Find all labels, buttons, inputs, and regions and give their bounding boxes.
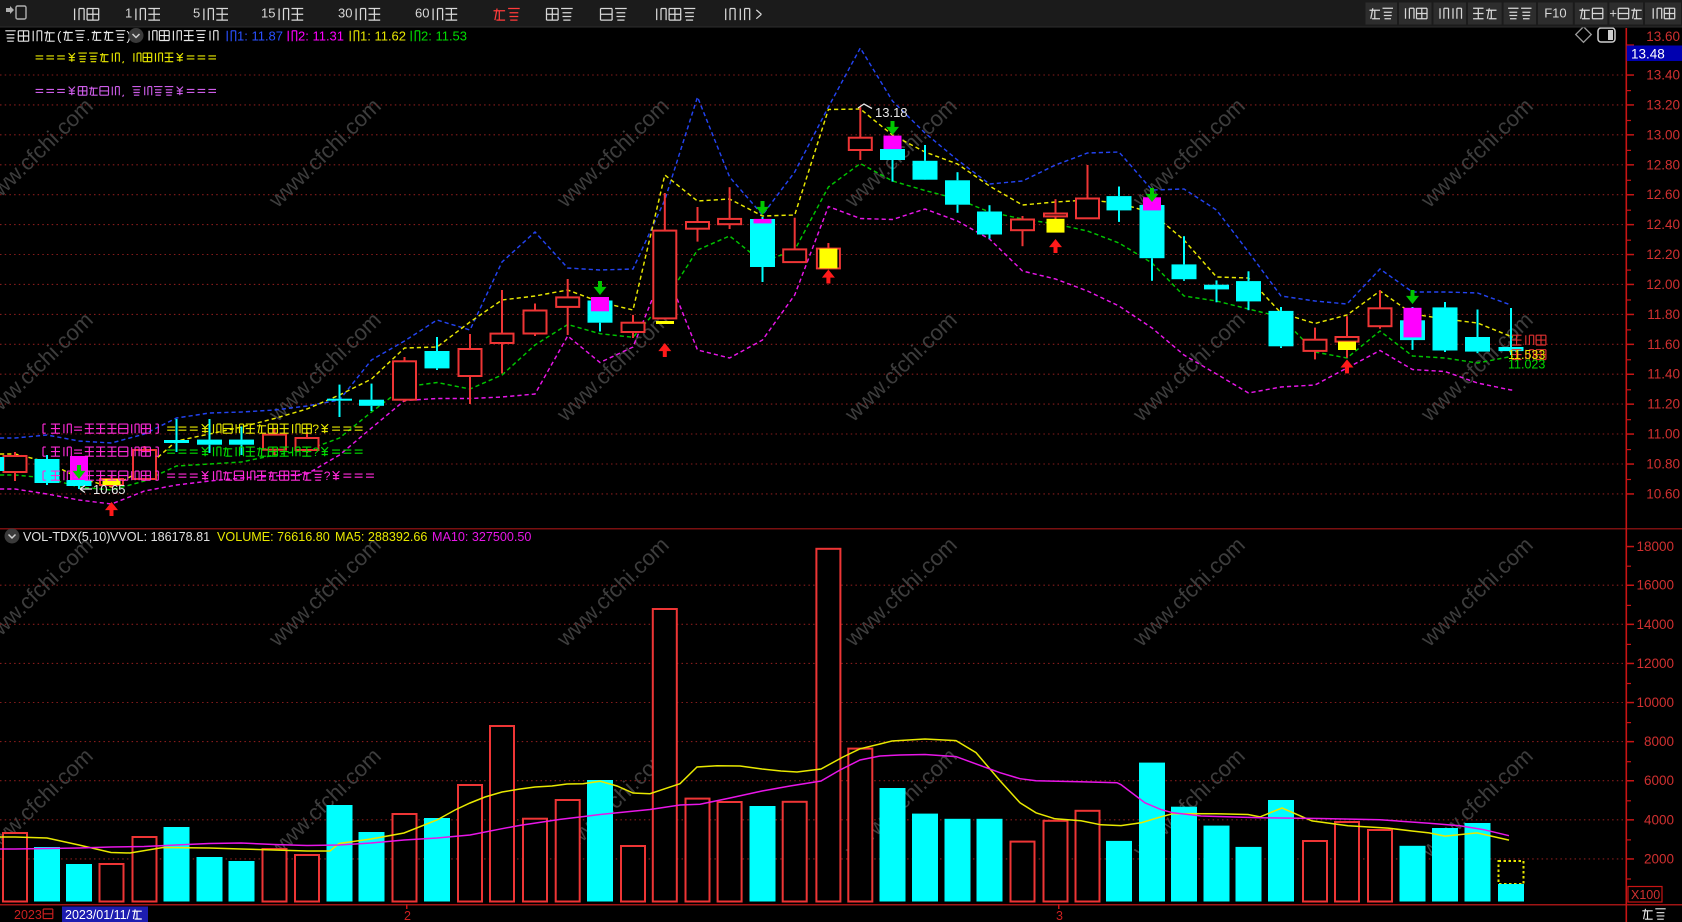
svg-text:12.60: 12.60 — [1646, 187, 1680, 202]
svg-text:12.20: 12.20 — [1646, 247, 1680, 262]
svg-text:11.00: 11.00 — [1647, 427, 1680, 442]
svg-text:14000: 14000 — [1636, 617, 1674, 632]
svg-text:15: 15 — [261, 6, 275, 21]
svg-text:13.48: 13.48 — [1631, 47, 1665, 62]
svg-text:5: 5 — [193, 6, 200, 21]
svg-text:1: 1 — [125, 6, 132, 21]
svg-text:F10: F10 — [1544, 6, 1566, 21]
svg-text:12.80: 12.80 — [1646, 157, 1680, 172]
svg-text:11.20: 11.20 — [1647, 397, 1680, 412]
svg-text:13.60: 13.60 — [1646, 29, 1680, 44]
svg-text:12.40: 12.40 — [1646, 217, 1680, 232]
svg-text:16000: 16000 — [1636, 578, 1674, 593]
svg-text:10.65: 10.65 — [93, 482, 126, 497]
svg-text:?: ? — [324, 469, 331, 483]
svg-text:6000: 6000 — [1644, 773, 1674, 788]
svg-text:.: . — [87, 29, 91, 44]
svg-text:?: ? — [312, 445, 319, 459]
svg-text:1: 11.87: 1: 11.87 — [237, 29, 283, 44]
svg-text:11.60: 11.60 — [1647, 337, 1680, 352]
svg-text:4000: 4000 — [1644, 812, 1674, 827]
svg-text:13.20: 13.20 — [1646, 97, 1680, 112]
svg-text:2023: 2023 — [14, 908, 42, 922]
svg-text:3: 3 — [1056, 909, 1063, 922]
svg-text:11.533: 11.533 — [1508, 348, 1545, 362]
svg-text:10.60: 10.60 — [1646, 486, 1680, 501]
svg-text:18000: 18000 — [1636, 539, 1674, 554]
svg-text:(: ( — [57, 29, 62, 44]
svg-text:60: 60 — [415, 6, 429, 21]
svg-text:2023/01/11/: 2023/01/11/ — [65, 908, 131, 922]
svg-text:13.00: 13.00 — [1646, 127, 1680, 142]
svg-text:?: ? — [312, 422, 319, 436]
svg-text:8000: 8000 — [1644, 734, 1674, 749]
svg-text:VOL-TDX(5,10): VOL-TDX(5,10) — [23, 530, 110, 544]
svg-text:30: 30 — [338, 6, 352, 21]
svg-text:11.40: 11.40 — [1647, 367, 1680, 382]
svg-text:2: 2 — [404, 909, 411, 922]
svg-text:VOLUME: 76616.80: VOLUME: 76616.80 — [217, 530, 330, 544]
svg-text:MA5: 288392.66: MA5: 288392.66 — [335, 530, 427, 544]
svg-text:MA10: 327500.50: MA10: 327500.50 — [432, 530, 531, 544]
svg-text:10.80: 10.80 — [1646, 457, 1680, 472]
svg-text:2: 11.53: 2: 11.53 — [421, 29, 467, 44]
svg-text:VVOL: 186178.81: VVOL: 186178.81 — [110, 530, 210, 544]
svg-text:12.00: 12.00 — [1646, 277, 1680, 292]
svg-text:11.80: 11.80 — [1647, 307, 1680, 322]
svg-text:X100: X100 — [1631, 888, 1660, 902]
svg-text:+: + — [1609, 6, 1617, 21]
svg-text:12000: 12000 — [1636, 656, 1674, 671]
svg-text:13.40: 13.40 — [1646, 68, 1680, 83]
svg-text:2: 11.31: 2: 11.31 — [298, 29, 344, 44]
svg-text:13.18: 13.18 — [875, 105, 908, 120]
svg-text:11.023: 11.023 — [1508, 358, 1545, 372]
svg-text:1: 11.62: 1: 11.62 — [360, 29, 406, 44]
svg-text:10000: 10000 — [1636, 695, 1674, 710]
svg-text:2000: 2000 — [1644, 851, 1674, 866]
